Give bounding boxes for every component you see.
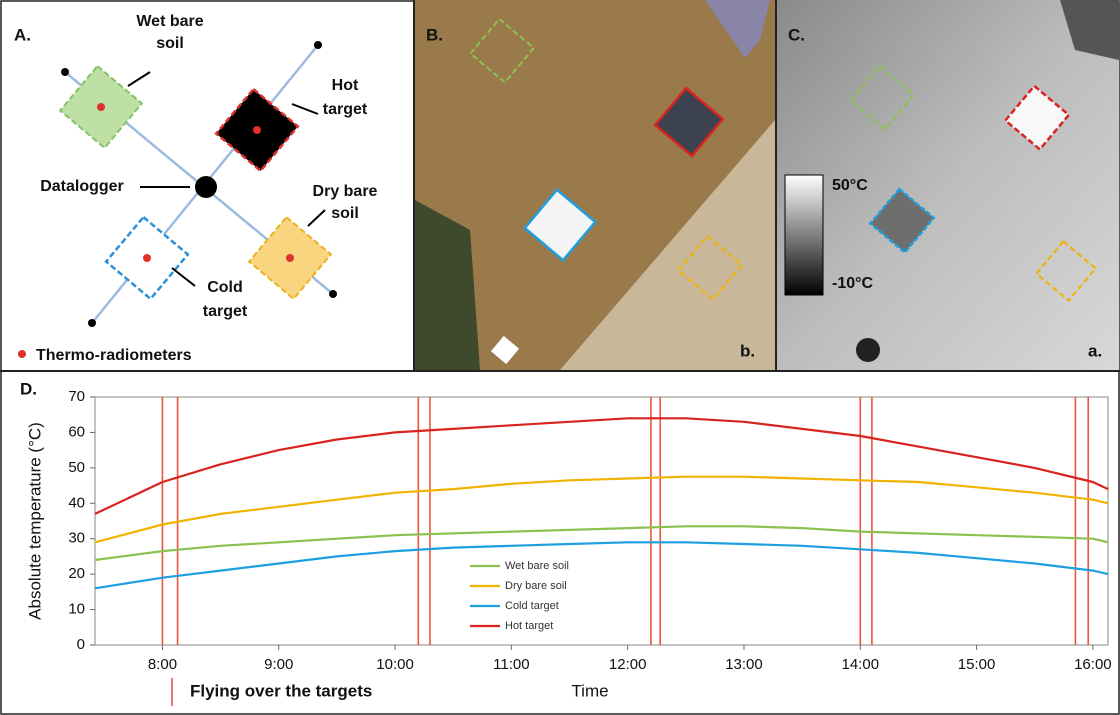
y-tick-label: 0 <box>77 636 85 653</box>
annotation: Hot <box>332 77 359 94</box>
y-axis-label: Absolute temperature (°C) <box>25 422 44 620</box>
x-tick-label: 8:00 <box>148 656 177 673</box>
y-tick-label: 10 <box>68 601 85 618</box>
y-tick-label: 30 <box>68 530 85 547</box>
legend-text: Thermo-radiometers <box>36 347 192 364</box>
panel-label: B. <box>426 25 443 44</box>
colorbar-label: 50°C <box>832 177 868 194</box>
x-tick-label: 14:00 <box>842 656 880 673</box>
x-tick-label: 13:00 <box>725 656 763 673</box>
figure: A. Wet bare soil Hot target Datalogger D… <box>0 0 1120 715</box>
annotation: Datalogger <box>40 178 124 195</box>
sensor <box>143 254 151 262</box>
panel-label: C. <box>788 25 805 44</box>
flight-legend-text: Flying over the targets <box>190 681 372 700</box>
x-tick-label: 9:00 <box>264 656 293 673</box>
annotation: Wet bare <box>136 13 203 30</box>
series-line <box>95 542 1108 588</box>
annotation: target <box>323 101 368 118</box>
series-line <box>95 418 1108 514</box>
legend-label: Hot target <box>505 620 553 632</box>
panel-label: D. <box>20 379 37 398</box>
y-tick-label: 40 <box>68 494 85 511</box>
x-axis-label: Time <box>571 681 608 700</box>
panel-label: A. <box>14 25 31 44</box>
sensor <box>286 254 294 262</box>
legend-label: Cold target <box>505 600 559 612</box>
legend-label: Dry bare soil <box>505 580 567 592</box>
y-tick-label: 70 <box>68 388 85 405</box>
panel-c: C. 50°C -10°C a. <box>777 0 1119 370</box>
x-tick-label: 10:00 <box>376 656 414 673</box>
corner-label: a. <box>1088 341 1102 360</box>
x-tick-label: 11:00 <box>493 656 529 673</box>
series-line <box>95 477 1108 543</box>
annotation: soil <box>331 205 359 222</box>
legend-dot <box>18 350 26 358</box>
annotation: target <box>203 303 248 320</box>
datalogger <box>195 176 217 198</box>
colorbar-label: -10°C <box>832 275 874 292</box>
sensor <box>97 103 105 111</box>
x-tick-label: 12:00 <box>609 656 647 673</box>
endpoint <box>88 319 96 327</box>
sensor <box>253 126 261 134</box>
annotation: Dry bare <box>313 183 378 200</box>
y-tick-label: 50 <box>68 459 85 476</box>
colorbar <box>785 175 823 295</box>
x-tick-label: 15:00 <box>958 656 996 673</box>
y-tick-label: 20 <box>68 565 85 582</box>
annotation: Cold <box>207 279 243 296</box>
thermal-image <box>777 0 1119 370</box>
panel-b: B. b. <box>415 0 775 370</box>
legend-label: Wet bare soil <box>505 560 569 572</box>
object <box>856 338 880 362</box>
endpoint <box>61 68 69 76</box>
corner-label: b. <box>740 341 755 360</box>
plot-area <box>95 397 1108 645</box>
y-tick-label: 60 <box>68 423 85 440</box>
x-tick-label: 16:00 <box>1074 656 1112 673</box>
panel-a: A. Wet bare soil Hot target Datalogger D… <box>14 13 378 364</box>
endpoint <box>329 290 337 298</box>
endpoint <box>314 41 322 49</box>
annotation: soil <box>156 35 184 52</box>
